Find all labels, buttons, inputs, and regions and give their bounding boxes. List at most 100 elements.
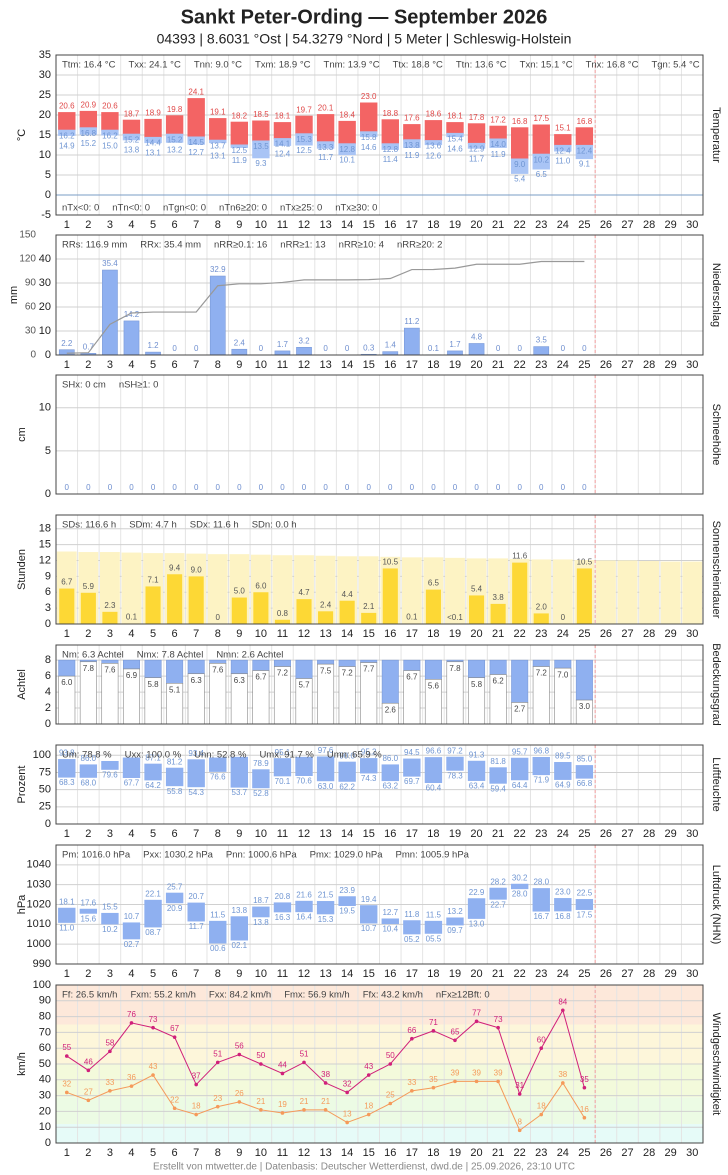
x-tick-label: 15 [363, 968, 375, 980]
x-tick-label: 11 [277, 828, 288, 840]
x-tick-label: 6 [172, 828, 178, 840]
value-label: 16.2 [59, 131, 75, 140]
value-label: 35 [580, 1075, 589, 1084]
x-tick-label: 1 [64, 1147, 70, 1159]
range-bar [424, 140, 443, 146]
panel-frame [55, 234, 704, 356]
value-label: 18.4 [339, 111, 355, 120]
value-label: 86.0 [81, 754, 97, 763]
value-label: 0 [194, 344, 199, 353]
x-tick-label: 27 [621, 1147, 633, 1159]
value-label: 10.5 [382, 558, 398, 567]
range-bar [273, 758, 292, 777]
y-tick-label: 70 [39, 1026, 51, 1038]
x-tick-label: 22 [514, 628, 526, 640]
value-label: 11.9 [404, 151, 420, 160]
y-tick-label: 20 [39, 301, 51, 313]
x-tick-label: 26 [600, 359, 612, 371]
value-label: 22.9 [469, 888, 485, 897]
value-label: 35 [429, 1075, 438, 1084]
bar [382, 568, 398, 624]
stat: Tnn: 9.0 °C [194, 60, 242, 71]
value-label: 17.2 [490, 115, 506, 124]
range-bar [575, 899, 594, 910]
stat: nTx<0: 0 [62, 203, 99, 214]
value-label: 0 [216, 613, 221, 622]
value-label: 0 [323, 483, 328, 492]
value-label: 46 [84, 1057, 93, 1066]
x-tick-label: 30 [686, 219, 698, 231]
value-label: 0 [172, 344, 177, 353]
x-tick-label: 28 [643, 828, 655, 840]
stat: SDn: 0.0 h [252, 520, 297, 531]
range-bar [209, 757, 227, 772]
value-label: 14.0 [490, 140, 506, 149]
point [453, 1079, 457, 1084]
range-bar [295, 115, 313, 135]
value-label: 64.4 [512, 781, 528, 790]
value-label: 10.5 [577, 558, 593, 567]
value-label: 19 [278, 1100, 287, 1109]
value-label: 79.6 [102, 770, 118, 779]
point [215, 1060, 220, 1065]
stat: nTn6≥20: 0 [219, 203, 267, 214]
x-tick-label: 12 [298, 219, 310, 231]
value-label: 28.2 [490, 877, 506, 886]
value-label: 12.7 [382, 908, 398, 917]
value-label: 6.5 [428, 579, 440, 588]
value-label: 14.9 [59, 141, 75, 150]
value-label: 0 [259, 344, 264, 353]
range-bar [122, 757, 141, 778]
x-tick-label: 23 [535, 359, 547, 371]
bar [296, 599, 312, 624]
value-label: 18.1 [447, 112, 463, 121]
x-tick-label: 16 [384, 359, 396, 371]
x-tick-label: 8 [215, 359, 221, 371]
x-tick-label: 9 [236, 359, 242, 371]
value-label: 18.9 [145, 109, 161, 118]
x-tick-label: 26 [600, 968, 612, 980]
value-label: 12.9 [469, 145, 485, 154]
value-label: 11.9 [491, 150, 507, 159]
value-label: 0.1 [406, 613, 418, 622]
value-label: 32 [62, 1080, 71, 1089]
range-bar [360, 131, 378, 138]
bar [533, 613, 549, 624]
x-tick-label: 25 [578, 1147, 590, 1159]
x-tick-label: 21 [492, 968, 504, 980]
range-bar [122, 119, 141, 135]
y-tick-label: 10 [39, 149, 51, 161]
value-label: 02.7 [124, 940, 140, 949]
range-bar [273, 122, 292, 140]
value-label: 0 [474, 483, 479, 492]
value-label: 23.0 [361, 92, 377, 101]
bar [167, 574, 183, 624]
side-label: Niederschlag [710, 263, 722, 327]
stat: nRR≥1: 13 [280, 240, 325, 251]
x-tick-label: 25 [578, 968, 590, 980]
stat: Fxx: 84.2 km/h [209, 990, 271, 1001]
x-tick-label: 4 [128, 828, 134, 840]
point [108, 1089, 112, 1093]
value-label: 22.7 [490, 900, 506, 909]
x-tick-label: 23 [535, 968, 547, 980]
value-label: 0 [366, 483, 371, 492]
value-label: 0.8 [277, 609, 289, 618]
x-tick-label: 15 [363, 828, 375, 840]
value-label: 11.4 [383, 155, 399, 164]
x-tick-label: 11 [277, 628, 288, 640]
point [151, 1073, 155, 1077]
value-label: 67.7 [124, 779, 140, 788]
bar [447, 350, 463, 356]
x-tick-label: 21 [492, 1147, 504, 1159]
value-label: 5.8 [147, 680, 159, 689]
y-tick-label: 0 [45, 349, 51, 361]
x-tick-label: 24 [557, 1147, 569, 1159]
cover-clear [381, 659, 399, 704]
value-label: 11.5 [210, 910, 226, 919]
y-tick-label: 30 [39, 69, 51, 81]
side-label: Luftdruck (NHN) [710, 865, 722, 944]
value-label: 51 [213, 1050, 222, 1059]
bar [102, 269, 118, 356]
value-label: 81.8 [490, 757, 506, 766]
